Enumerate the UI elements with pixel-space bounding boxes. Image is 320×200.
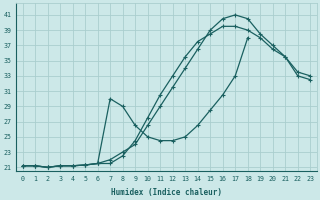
X-axis label: Humidex (Indice chaleur): Humidex (Indice chaleur)	[111, 188, 222, 197]
